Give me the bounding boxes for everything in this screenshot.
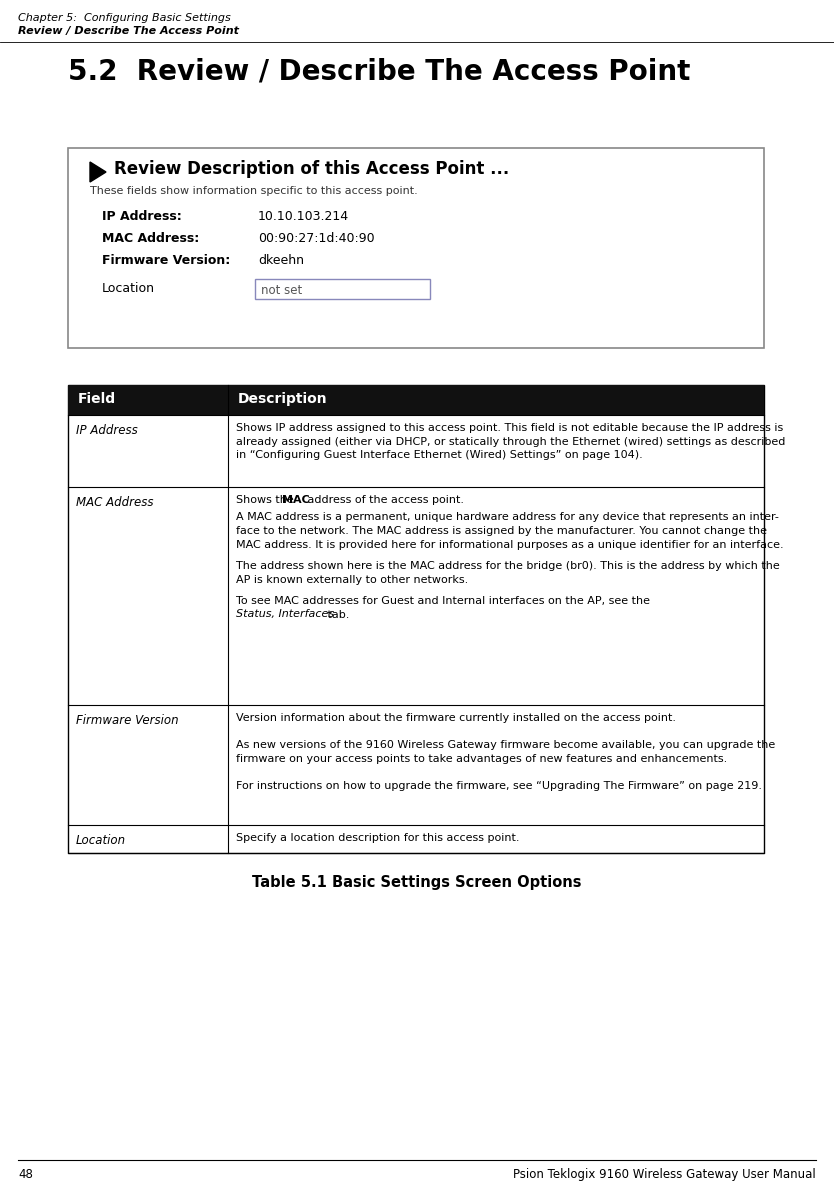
Text: Status, Interfaces: Status, Interfaces (236, 609, 334, 620)
FancyBboxPatch shape (68, 385, 764, 415)
Text: IP Address:: IP Address: (102, 209, 182, 223)
Text: 48: 48 (18, 1168, 33, 1181)
Text: Specify a location description for this access point.: Specify a location description for this … (236, 833, 520, 843)
Text: Shows IP address assigned to this access point. This field is not editable becau: Shows IP address assigned to this access… (236, 423, 786, 460)
Text: Firmware Version: Firmware Version (76, 713, 178, 727)
Text: Version information about the firmware currently installed on the access point.
: Version information about the firmware c… (236, 713, 776, 791)
Polygon shape (90, 162, 106, 182)
Text: Review / Describe The Access Point: Review / Describe The Access Point (18, 26, 239, 36)
Text: The address shown here is the MAC address for the bridge (br0). This is the addr: The address shown here is the MAC addres… (236, 561, 780, 584)
Text: MAC Address:: MAC Address: (102, 232, 199, 245)
Text: 5.2  Review / Describe The Access Point: 5.2 Review / Describe The Access Point (68, 57, 691, 86)
Text: Description: Description (238, 391, 328, 406)
Text: MAC: MAC (282, 496, 309, 505)
Text: Table 5.1 Basic Settings Screen Options: Table 5.1 Basic Settings Screen Options (252, 875, 582, 891)
Text: Location: Location (76, 834, 126, 847)
Text: Chapter 5:  Configuring Basic Settings: Chapter 5: Configuring Basic Settings (18, 13, 231, 23)
Text: 10.10.103.214: 10.10.103.214 (258, 209, 349, 223)
Text: not set: not set (261, 284, 302, 297)
Text: Location: Location (102, 282, 155, 294)
Text: address of the access point.: address of the access point. (304, 496, 464, 505)
Text: MAC Address: MAC Address (76, 496, 153, 509)
Text: Shows the: Shows the (236, 496, 297, 505)
Text: Field: Field (78, 391, 116, 406)
FancyBboxPatch shape (68, 148, 764, 348)
Text: 00:90:27:1d:40:90: 00:90:27:1d:40:90 (258, 232, 374, 245)
Text: dkeehn: dkeehn (258, 254, 304, 267)
Text: These fields show information specific to this access point.: These fields show information specific t… (90, 186, 418, 196)
Text: To see MAC addresses for Guest and Internal interfaces on the AP, see the: To see MAC addresses for Guest and Inter… (236, 596, 650, 606)
Text: Review Description of this Access Point ...: Review Description of this Access Point … (114, 160, 510, 178)
Text: IP Address: IP Address (76, 424, 138, 437)
Text: Psion Teklogix 9160 Wireless Gateway User Manual: Psion Teklogix 9160 Wireless Gateway Use… (513, 1168, 816, 1181)
Text: tab.: tab. (324, 609, 349, 620)
Text: Firmware Version:: Firmware Version: (102, 254, 230, 267)
FancyBboxPatch shape (255, 279, 430, 299)
Text: A MAC address is a permanent, unique hardware address for any device that repres: A MAC address is a permanent, unique har… (236, 512, 784, 549)
